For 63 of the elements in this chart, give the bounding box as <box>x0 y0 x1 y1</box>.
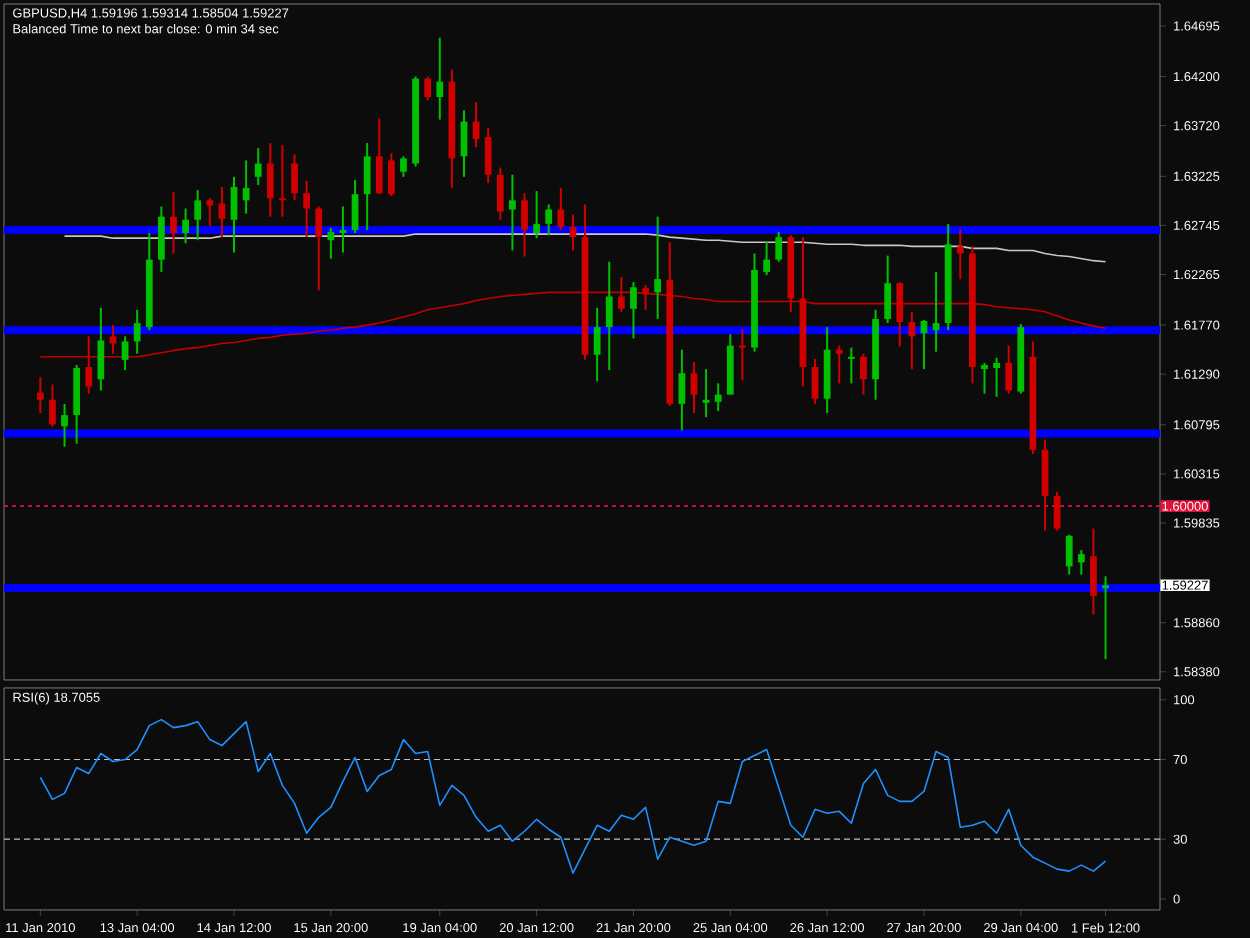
candlestick <box>617 276 625 313</box>
candlestick <box>835 344 843 385</box>
candlestick <box>605 260 613 372</box>
candlestick <box>279 144 286 218</box>
candlestick <box>49 383 56 428</box>
candlestick <box>315 205 323 292</box>
candlestick <box>593 306 601 383</box>
candlestick <box>121 335 129 372</box>
candlestick <box>654 215 662 320</box>
candlestick <box>484 126 492 184</box>
candlestick <box>182 207 189 245</box>
candlestick <box>1077 549 1085 576</box>
candlestick <box>400 155 407 178</box>
candlestick <box>775 231 783 263</box>
candlestick <box>956 227 964 281</box>
candlestick <box>109 324 117 355</box>
candlestick <box>993 356 1000 398</box>
candlestick <box>327 226 335 260</box>
candlestick <box>847 346 855 385</box>
candlestick <box>387 152 395 198</box>
candlestick <box>1053 490 1061 532</box>
candlestick <box>509 173 516 252</box>
candlestick <box>690 360 698 415</box>
candlestick <box>85 335 93 395</box>
candlestick <box>896 281 904 348</box>
candlestick <box>739 328 746 382</box>
candlestick <box>1090 527 1097 616</box>
candlestick <box>763 240 770 276</box>
candlestick <box>1005 344 1013 395</box>
candlestick <box>375 117 383 196</box>
candlestick <box>981 361 988 395</box>
candlestick <box>206 197 214 227</box>
candlestick <box>170 191 177 255</box>
candlestick <box>630 281 637 340</box>
candlestick <box>908 310 916 371</box>
candlestick <box>97 306 105 392</box>
candlestick <box>1102 575 1109 661</box>
candlestick <box>678 348 686 432</box>
candlestick <box>1065 533 1073 576</box>
candlestick <box>218 186 226 239</box>
candlestick <box>436 36 444 121</box>
candlestick <box>496 166 504 221</box>
candlestick <box>36 376 44 415</box>
candlestick <box>254 147 262 186</box>
candlestick <box>521 192 528 258</box>
candlestick <box>884 254 892 325</box>
candlestick <box>557 187 565 231</box>
candlestick <box>545 203 553 237</box>
candlestick <box>61 402 68 448</box>
candlestick <box>714 382 722 412</box>
candlestick <box>157 205 165 273</box>
line-series <box>39 718 1107 874</box>
candlestick <box>194 189 202 242</box>
candlestick <box>860 352 867 396</box>
candlestick <box>363 142 371 231</box>
candlestick <box>266 142 274 218</box>
candlestick <box>642 284 649 311</box>
candlestick <box>303 179 311 239</box>
candlestick <box>533 190 541 240</box>
candlestick <box>291 153 298 202</box>
candlestick <box>424 75 432 102</box>
candlestick <box>133 308 141 355</box>
candlestick <box>73 363 81 445</box>
